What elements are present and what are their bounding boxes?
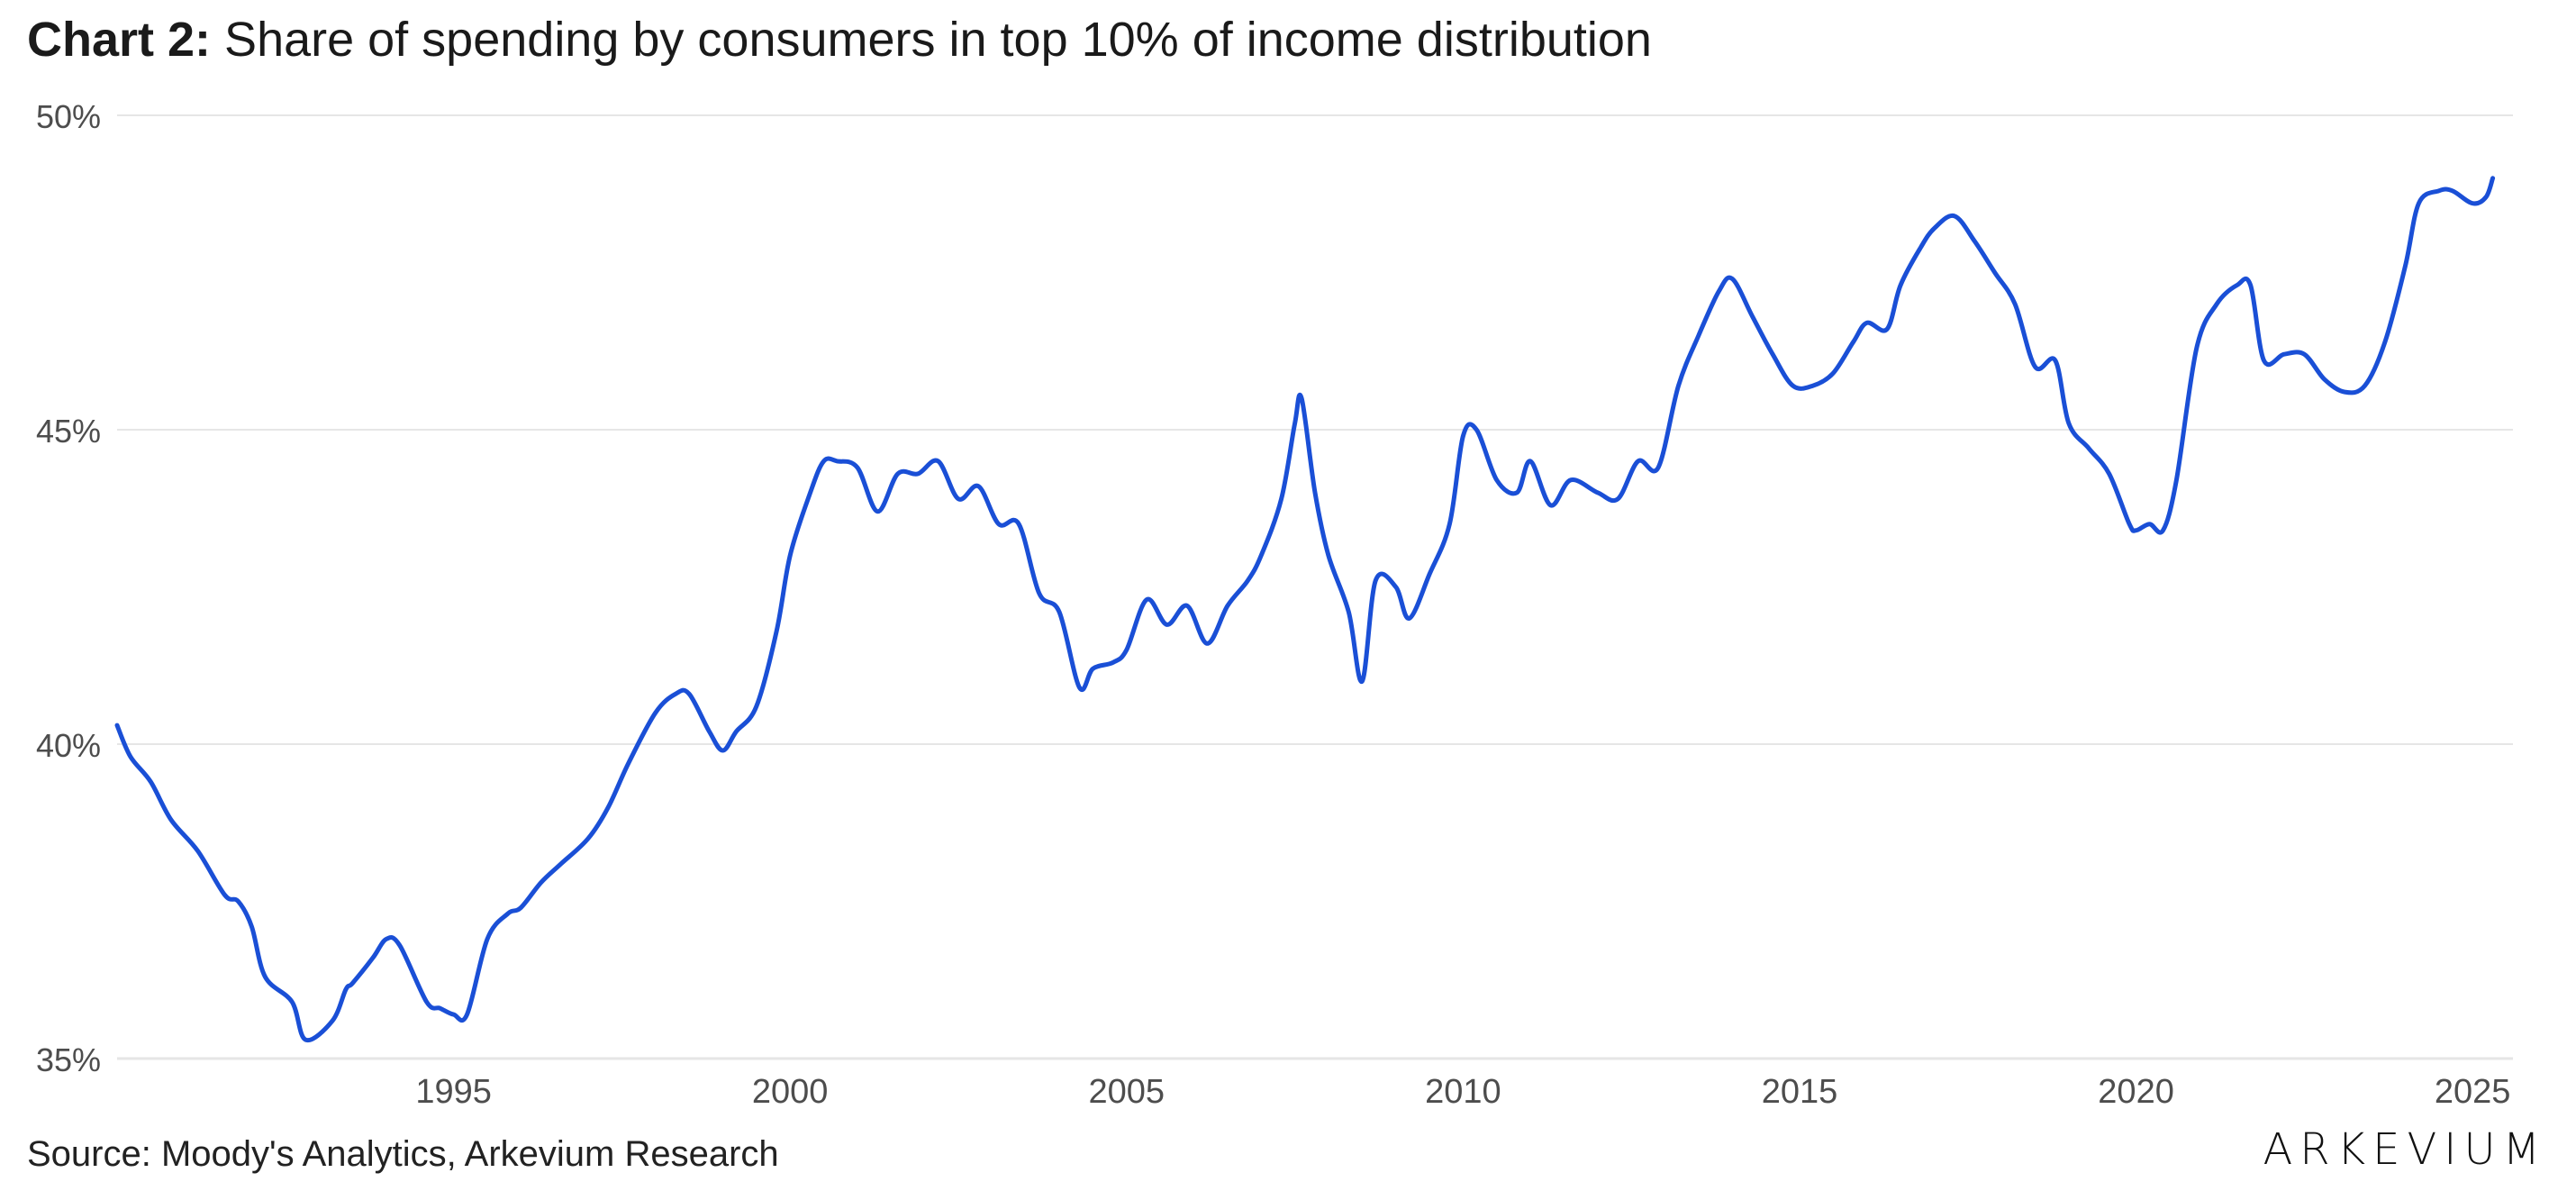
series-line-0	[114, 176, 2496, 1043]
y-tick-label-40: 40%	[36, 727, 101, 764]
source-note: Source: Moody's Analytics, Arkevium Rese…	[27, 1134, 779, 1174]
chart-title-text: Share of spending by consumers in top 10…	[224, 13, 1652, 67]
chart-title: Chart 2: Share of spending by consumers …	[27, 11, 1652, 68]
x-tick-label-2010: 2010	[1425, 1073, 1501, 1111]
chart-title-prefix: Chart 2:	[27, 13, 212, 67]
x-tick-label-2005: 2005	[1089, 1073, 1166, 1111]
y-tick-label-45: 45%	[36, 413, 101, 450]
y-tick-label-50: 50%	[36, 98, 101, 135]
arkevium-logo: ARKEVIUM	[2263, 1124, 2547, 1175]
x-tick-label-2020: 2020	[2098, 1073, 2174, 1111]
y-tick-label-35: 35%	[36, 1041, 101, 1078]
x-tick-label-2015: 2015	[1762, 1073, 1838, 1111]
x-tick-label-2000: 2000	[752, 1073, 829, 1111]
x-tick-label-2025: 2025	[2435, 1073, 2511, 1111]
x-tick-label-1995: 1995	[415, 1073, 492, 1111]
